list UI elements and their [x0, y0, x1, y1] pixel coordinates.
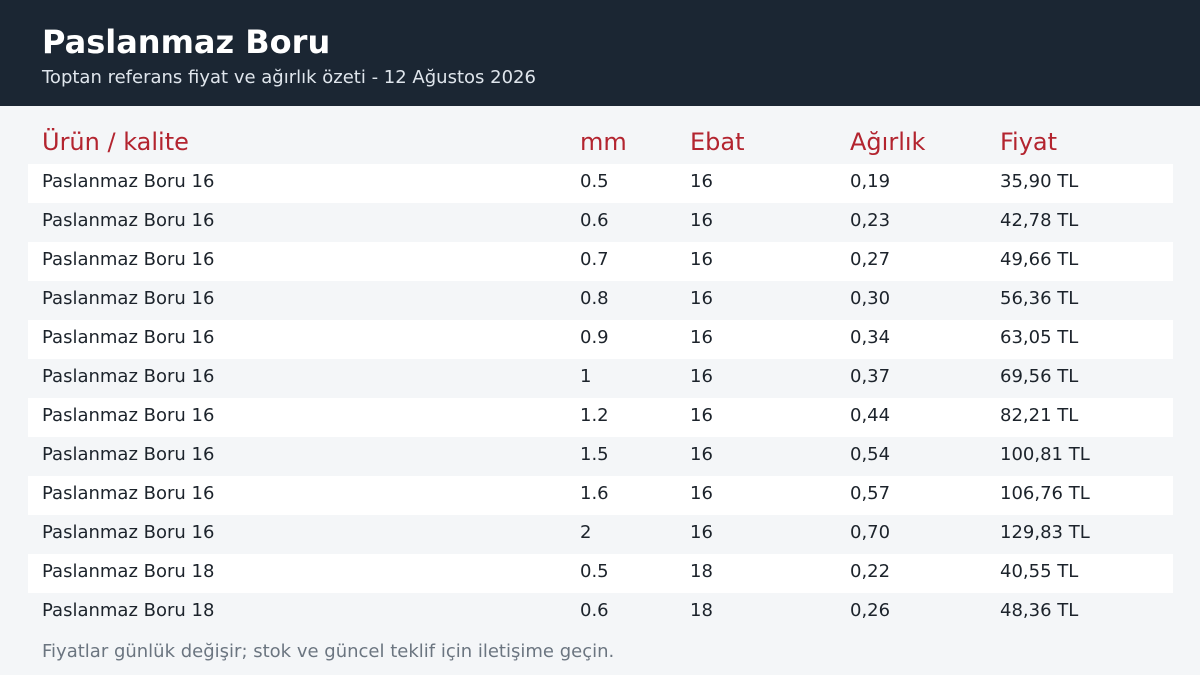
cell-product: Paslanmaz Boru 16 [42, 444, 215, 465]
cell-product: Paslanmaz Boru 16 [42, 483, 215, 504]
cell-weight: 0,19 [850, 171, 891, 192]
cell-price: 100,81 TL [1000, 444, 1090, 465]
table-row: Paslanmaz Boru 16 2 16 0,70 129,83 TL [28, 515, 1173, 554]
cell-product: Paslanmaz Boru 16 [42, 171, 215, 192]
cell-price: 49,66 TL [1000, 249, 1079, 270]
cell-size: 16 [690, 249, 713, 270]
cell-size: 18 [690, 600, 713, 621]
cell-price: 82,21 TL [1000, 405, 1079, 426]
cell-weight: 0,70 [850, 522, 891, 543]
cell-product: Paslanmaz Boru 18 [42, 561, 215, 582]
cell-size: 16 [690, 405, 713, 426]
cell-weight: 0,57 [850, 483, 891, 504]
cell-mm: 1.2 [580, 405, 609, 426]
cell-price: 48,36 TL [1000, 600, 1079, 621]
cell-price: 56,36 TL [1000, 288, 1079, 309]
table-row: Paslanmaz Boru 16 0.7 16 0,27 49,66 TL [28, 242, 1173, 281]
price-table-body: Paslanmaz Boru 16 0.5 16 0,19 35,90 TL Paslan… [28, 164, 1173, 632]
table-header: Ürün / kalite mm Ebat Ağırlık Fiyat [28, 122, 1173, 162]
cell-size: 16 [690, 288, 713, 309]
cell-mm: 1 [580, 366, 592, 387]
table-row: Paslanmaz Boru 16 0.6 16 0,23 42,78 TL [28, 203, 1173, 242]
cell-weight: 0,37 [850, 366, 891, 387]
cell-product: Paslanmaz Boru 16 [42, 522, 215, 543]
cell-price: 35,90 TL [1000, 171, 1079, 192]
cell-product: Paslanmaz Boru 16 [42, 405, 215, 426]
cell-size: 16 [690, 171, 713, 192]
cell-weight: 0,23 [850, 210, 891, 231]
cell-mm: 0.6 [580, 210, 609, 231]
cell-weight: 0,34 [850, 327, 891, 348]
cell-price: 42,78 TL [1000, 210, 1079, 231]
cell-mm: 1.5 [580, 444, 609, 465]
table-row: Paslanmaz Boru 16 0.8 16 0,30 56,36 TL [28, 281, 1173, 320]
cell-price: 63,05 TL [1000, 327, 1079, 348]
table-row: Paslanmaz Boru 18 0.5 18 0,22 40,55 TL [28, 554, 1173, 593]
page-subtitle: Toptan referans fiyat ve ağırlık özeti -… [42, 67, 536, 88]
cell-mm: 0.7 [580, 249, 609, 270]
cell-product: Paslanmaz Boru 18 [42, 600, 215, 621]
page-header: Paslanmaz Boru Toptan referans fiyat ve … [0, 0, 1200, 106]
cell-mm: 2 [580, 522, 592, 543]
column-header-weight: Ağırlık [850, 128, 926, 156]
cell-weight: 0,54 [850, 444, 891, 465]
column-header-price: Fiyat [1000, 128, 1058, 156]
cell-mm: 0.8 [580, 288, 609, 309]
cell-size: 16 [690, 327, 713, 348]
cell-price: 129,83 TL [1000, 522, 1090, 543]
cell-size: 16 [690, 483, 713, 504]
column-header-mm: mm [580, 128, 627, 156]
cell-size: 16 [690, 366, 713, 387]
cell-mm: 0.5 [580, 171, 609, 192]
cell-mm: 1.6 [580, 483, 609, 504]
cell-product: Paslanmaz Boru 16 [42, 249, 215, 270]
cell-weight: 0,26 [850, 600, 891, 621]
footer-note: Fiyatlar günlük değişir; stok ve güncel … [42, 641, 615, 662]
table-row: Paslanmaz Boru 16 0.9 16 0,34 63,05 TL [28, 320, 1173, 359]
table-row: Paslanmaz Boru 16 1.5 16 0,54 100,81 TL [28, 437, 1173, 476]
cell-size: 16 [690, 444, 713, 465]
cell-size: 16 [690, 522, 713, 543]
table-row: Paslanmaz Boru 16 0.5 16 0,19 35,90 TL [28, 164, 1173, 203]
page-title: Paslanmaz Boru [42, 23, 331, 61]
table-row: Paslanmaz Boru 16 1 16 0,37 69,56 TL [28, 359, 1173, 398]
column-header-product: Ürün / kalite [42, 128, 189, 156]
cell-weight: 0,27 [850, 249, 891, 270]
cell-mm: 0.9 [580, 327, 609, 348]
cell-weight: 0,30 [850, 288, 891, 309]
table-row: Paslanmaz Boru 16 1.2 16 0,44 82,21 TL [28, 398, 1173, 437]
cell-product: Paslanmaz Boru 16 [42, 366, 215, 387]
cell-mm: 0.6 [580, 600, 609, 621]
cell-price: 69,56 TL [1000, 366, 1079, 387]
column-header-size: Ebat [690, 128, 745, 156]
cell-mm: 0.5 [580, 561, 609, 582]
cell-weight: 0,22 [850, 561, 891, 582]
cell-product: Paslanmaz Boru 16 [42, 210, 215, 231]
cell-product: Paslanmaz Boru 16 [42, 327, 215, 348]
cell-weight: 0,44 [850, 405, 891, 426]
cell-size: 18 [690, 561, 713, 582]
cell-product: Paslanmaz Boru 16 [42, 288, 215, 309]
table-row: Paslanmaz Boru 16 1.6 16 0,57 106,76 TL [28, 476, 1173, 515]
table-row: Paslanmaz Boru 18 0.6 18 0,26 48,36 TL [28, 593, 1173, 632]
cell-size: 16 [690, 210, 713, 231]
cell-price: 106,76 TL [1000, 483, 1090, 504]
cell-price: 40,55 TL [1000, 561, 1079, 582]
